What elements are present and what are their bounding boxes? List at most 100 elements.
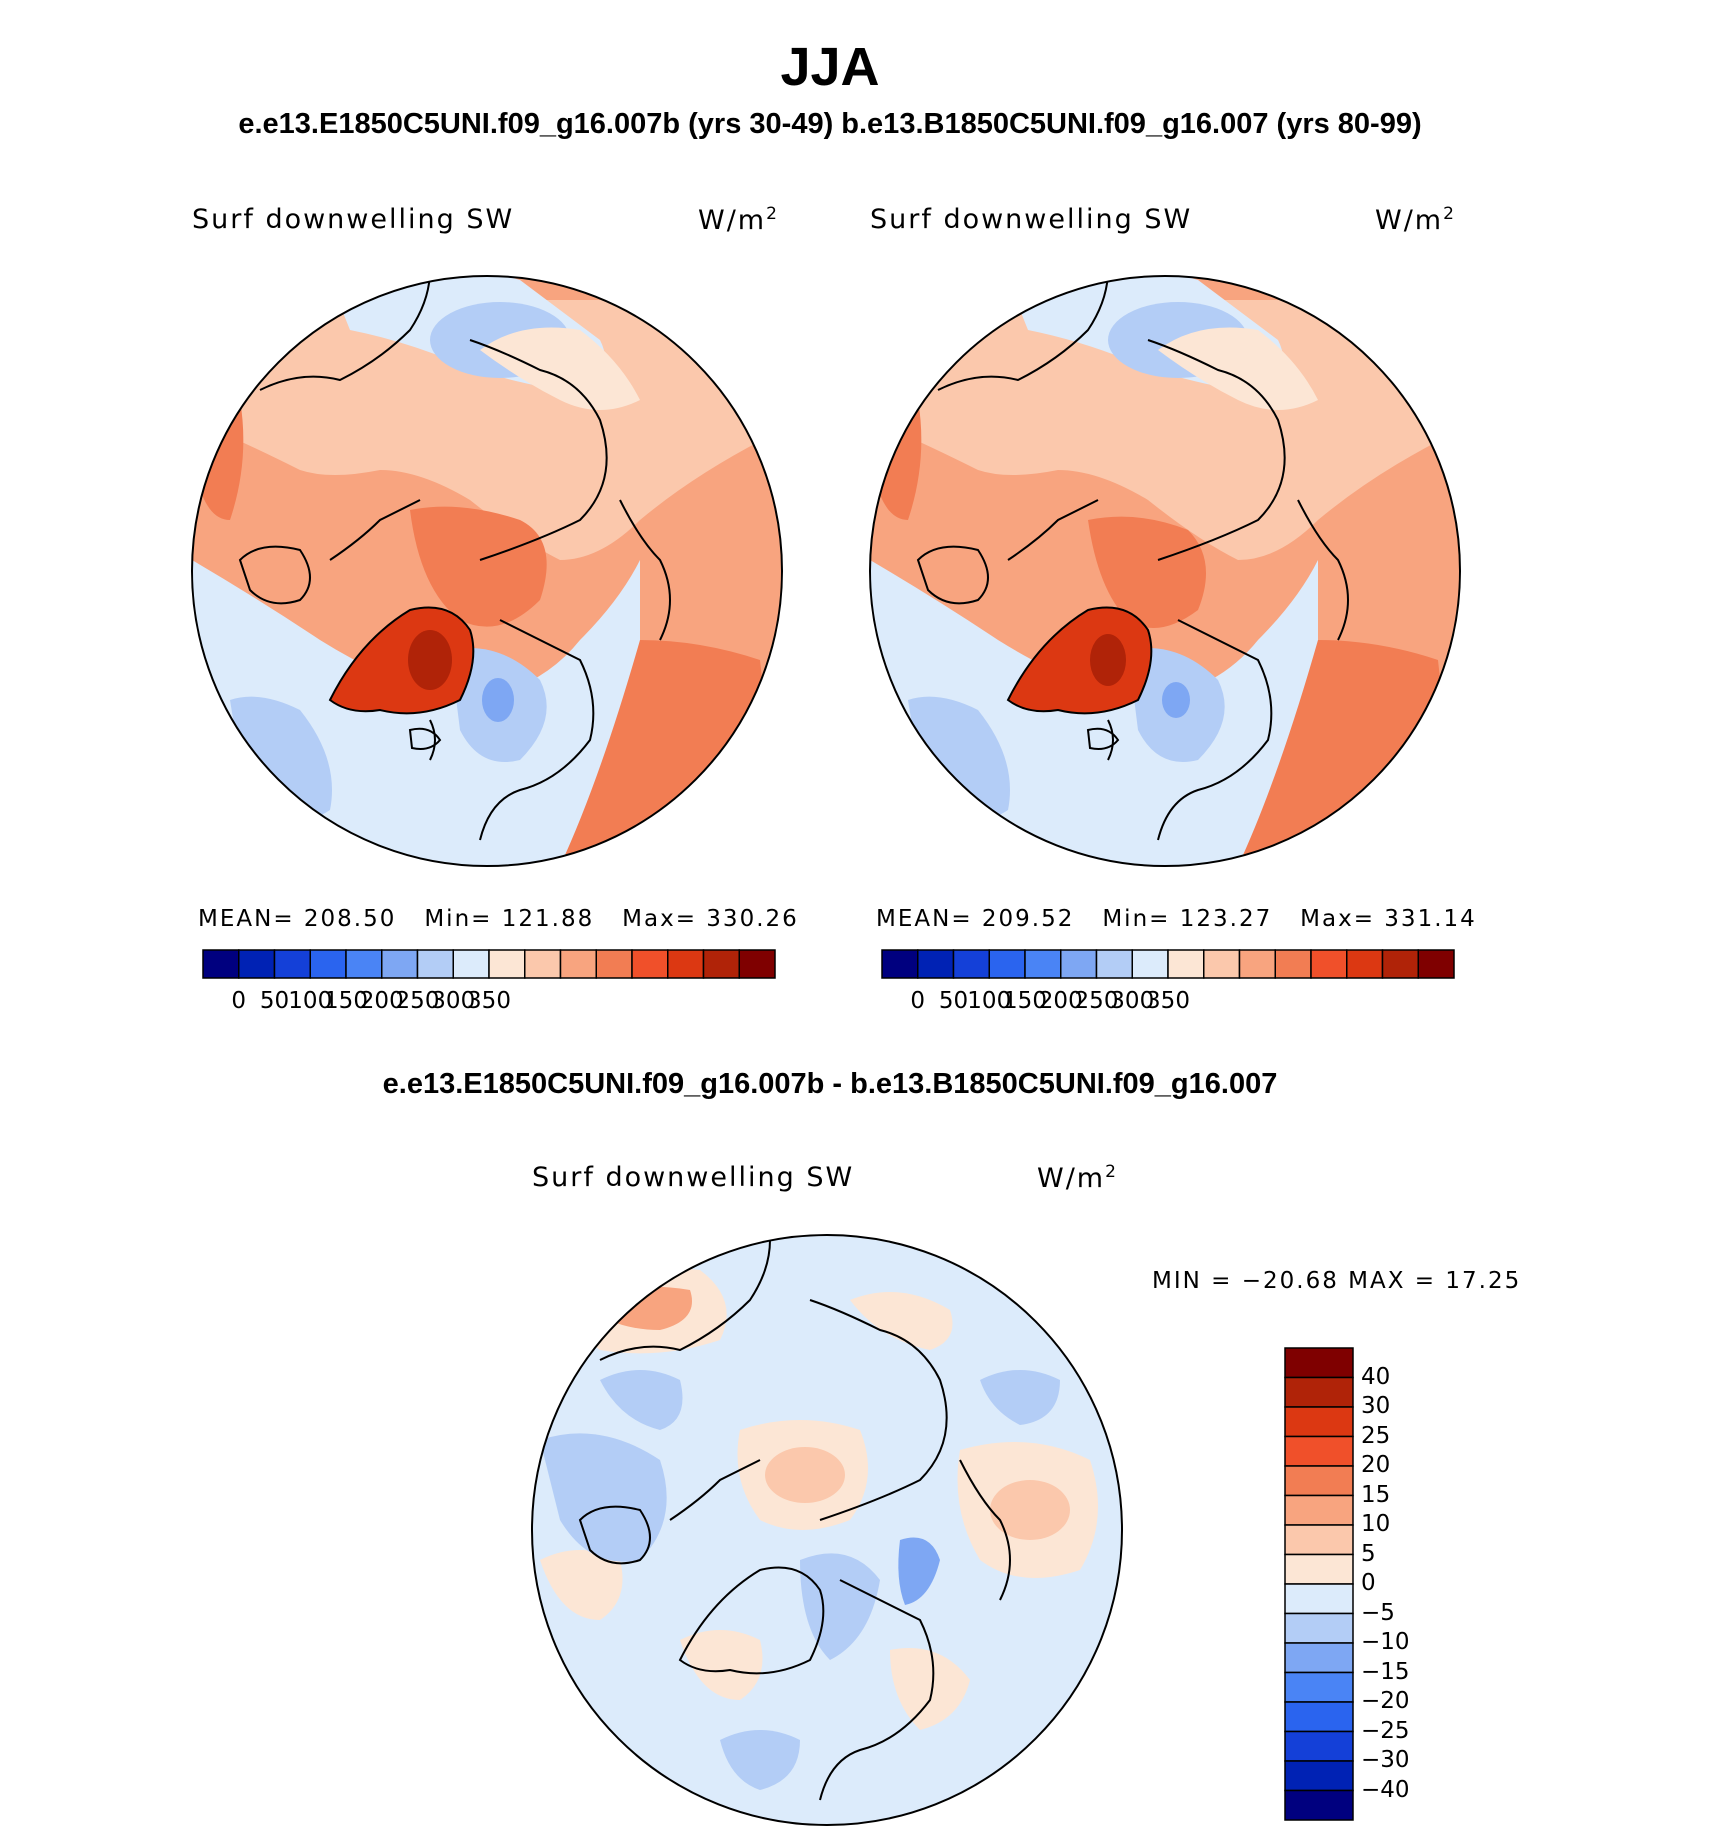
colorbar-tick-label: 20 <box>1361 1452 1391 1478</box>
colorbar-swatch <box>1284 1376 1354 1408</box>
colorbar-tick-label: −40 <box>1361 1776 1410 1803</box>
colorbar-tick-label: 15 <box>1361 1481 1391 1508</box>
difference-map-border <box>531 1234 1123 1826</box>
colorbar-swatch <box>1284 1406 1354 1438</box>
colorbar-swatch <box>488 949 526 979</box>
colorbar-tick-label: 100 <box>967 988 1012 1014</box>
colorbar-swatch <box>1284 1671 1354 1703</box>
colorbar-tick-label: −20 <box>1361 1688 1410 1714</box>
colorbar-swatch <box>238 949 276 979</box>
colorbar-swatch <box>1284 1789 1354 1821</box>
colorbar-swatch <box>1417 949 1455 979</box>
diff-minmax-label: MIN = −20.68 MAX = 17.25 <box>1152 1268 1522 1294</box>
colorbar-tick-label: 100 <box>288 988 333 1014</box>
colorbar-swatch <box>1284 1435 1354 1467</box>
colorbar-tick-label: 0 <box>1361 1570 1376 1596</box>
colorbar-swatch <box>416 949 454 979</box>
colorbar-swatch <box>702 949 740 979</box>
panel1-colorbar <box>202 949 776 979</box>
case-comparison-subtitle: e.e13.E1850C5UNI.f09_g16.007b (yrs 30-49… <box>238 108 1422 140</box>
colorbar-swatch <box>667 949 705 979</box>
colorbar-swatch <box>1274 949 1312 979</box>
colorbar-tick-label: 150 <box>324 988 368 1014</box>
colorbar-swatch <box>345 949 383 979</box>
colorbar-swatch <box>273 949 311 979</box>
panel1-map-border <box>191 275 783 867</box>
panel1-units-label: W/m2 <box>698 204 779 236</box>
colorbar-tick-label: 200 <box>359 988 404 1014</box>
panel1-variable-label: Surf downwelling SW <box>192 204 515 235</box>
colorbar-tick-label: 50 <box>259 988 290 1014</box>
colorbar-swatch <box>1203 949 1241 979</box>
colorbar-tick-label: 350 <box>467 988 511 1014</box>
figure-title: JJA <box>780 37 880 97</box>
panel2-variable-label: Surf downwelling SW <box>870 204 1193 235</box>
colorbar-tick-label: 0 <box>910 988 926 1014</box>
colorbar-swatch <box>1284 1553 1354 1585</box>
colorbar-tick-label: 200 <box>1038 988 1083 1014</box>
colorbar-swatch <box>1284 1465 1354 1497</box>
panel2-map-border <box>869 275 1461 867</box>
colorbar-swatch <box>1238 949 1276 979</box>
colorbar-swatch <box>1131 949 1169 979</box>
colorbar-tick-label: 50 <box>938 988 969 1014</box>
difference-polar-map <box>532 1235 1122 1825</box>
colorbar-swatch <box>1284 1760 1354 1792</box>
colorbar-tick-label: −15 <box>1361 1658 1410 1685</box>
colorbar-tick-label: −5 <box>1361 1599 1395 1626</box>
panel2-stats: MEAN= 209.52 Min= 123.27 Max= 331.14 <box>876 906 1477 932</box>
colorbar-swatch <box>1167 949 1205 979</box>
colorbar-tick-label: 350 <box>1146 988 1190 1014</box>
diff-variable-label: Surf downwelling SW <box>532 1162 855 1193</box>
colorbar-swatch <box>631 949 669 979</box>
colorbar-swatch <box>1284 1583 1354 1615</box>
colorbar-tick-label: −10 <box>1361 1629 1410 1655</box>
colorbar-swatch <box>524 949 562 979</box>
colorbar-tick-label: 0 <box>231 988 247 1014</box>
colorbar-swatch <box>1346 949 1384 979</box>
colorbar-tick-label: 30 <box>1361 1393 1391 1419</box>
diff-units-label: W/m2 <box>1037 1162 1118 1194</box>
colorbar-tick-label: 250 <box>1074 988 1119 1014</box>
colorbar-tick-label: 25 <box>1361 1422 1391 1449</box>
colorbar-swatch <box>1060 949 1098 979</box>
colorbar-swatch <box>1284 1730 1354 1762</box>
colorbar-swatch <box>309 949 347 979</box>
colorbar-swatch <box>1284 1612 1354 1644</box>
colorbar-swatch <box>1284 1524 1354 1556</box>
colorbar-swatch <box>1284 1494 1354 1526</box>
difference-subtitle: e.e13.E1850C5UNI.f09_g16.007b - b.e13.B1… <box>382 1068 1278 1100</box>
colorbar-swatch <box>1284 1347 1354 1379</box>
colorbar-tick-label: −30 <box>1361 1747 1410 1773</box>
colorbar-swatch <box>1024 949 1062 979</box>
panel2-colorbar <box>881 949 1455 979</box>
colorbar-tick-label: 5 <box>1361 1540 1376 1567</box>
colorbar-swatch <box>381 949 419 979</box>
colorbar-swatch <box>1284 1642 1354 1674</box>
colorbar-swatch <box>952 949 990 979</box>
colorbar-swatch <box>1095 949 1133 979</box>
colorbar-tick-label: 150 <box>1003 988 1047 1014</box>
colorbar-tick-label: 250 <box>395 988 440 1014</box>
colorbar-swatch <box>595 949 633 979</box>
colorbar-swatch <box>1310 949 1348 979</box>
colorbar-swatch <box>452 949 490 979</box>
colorbar-tick-label: 10 <box>1361 1511 1391 1537</box>
panel2-units-label: W/m2 <box>1375 204 1456 236</box>
colorbar-swatch <box>1381 949 1419 979</box>
colorbar-swatch <box>881 949 919 979</box>
colorbar-swatch <box>559 949 597 979</box>
colorbar-tick-label: −25 <box>1361 1717 1410 1744</box>
panel1-polar-map <box>192 276 782 866</box>
colorbar-swatch <box>988 949 1026 979</box>
colorbar-swatch <box>917 949 955 979</box>
colorbar-swatch <box>202 949 240 979</box>
difference-colorbar <box>1284 1347 1354 1821</box>
colorbar-tick-label: 300 <box>1110 988 1155 1014</box>
colorbar-swatch <box>738 949 776 979</box>
panel2-polar-map <box>870 276 1460 866</box>
panel1-stats: MEAN= 208.50 Min= 121.88 Max= 330.26 <box>198 906 799 932</box>
colorbar-tick-label: 40 <box>1361 1363 1391 1390</box>
colorbar-swatch <box>1284 1701 1354 1733</box>
